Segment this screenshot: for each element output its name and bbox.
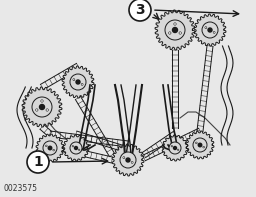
Polygon shape xyxy=(155,10,195,50)
Circle shape xyxy=(53,149,55,151)
Polygon shape xyxy=(186,131,214,159)
Circle shape xyxy=(70,142,82,154)
Circle shape xyxy=(165,20,185,40)
Circle shape xyxy=(171,145,173,147)
Circle shape xyxy=(43,141,57,155)
Circle shape xyxy=(174,147,176,150)
Circle shape xyxy=(177,149,179,151)
Circle shape xyxy=(78,149,80,151)
Circle shape xyxy=(213,32,215,33)
Circle shape xyxy=(72,145,74,147)
Circle shape xyxy=(70,74,86,90)
Polygon shape xyxy=(62,66,94,98)
Circle shape xyxy=(73,79,75,81)
Circle shape xyxy=(32,97,52,117)
Circle shape xyxy=(169,142,181,154)
Circle shape xyxy=(193,138,207,152)
Circle shape xyxy=(131,161,133,163)
Circle shape xyxy=(198,143,202,147)
Circle shape xyxy=(46,109,48,111)
Circle shape xyxy=(208,28,212,32)
Circle shape xyxy=(41,100,43,102)
Circle shape xyxy=(120,152,136,168)
Circle shape xyxy=(81,84,83,85)
Circle shape xyxy=(205,27,207,29)
Text: 0023575: 0023575 xyxy=(3,184,37,193)
Circle shape xyxy=(46,145,47,147)
Circle shape xyxy=(196,142,197,144)
Circle shape xyxy=(48,146,52,150)
Polygon shape xyxy=(112,144,144,176)
Polygon shape xyxy=(162,135,188,161)
Circle shape xyxy=(36,109,38,111)
Polygon shape xyxy=(22,87,62,127)
Text: 3: 3 xyxy=(135,3,145,17)
Circle shape xyxy=(179,32,182,34)
Polygon shape xyxy=(63,135,89,161)
Circle shape xyxy=(76,80,80,84)
Circle shape xyxy=(173,28,177,33)
Text: 1: 1 xyxy=(33,155,43,169)
Circle shape xyxy=(174,23,176,25)
Circle shape xyxy=(169,32,171,34)
Circle shape xyxy=(202,22,218,38)
Circle shape xyxy=(203,146,205,148)
Polygon shape xyxy=(36,134,64,162)
Circle shape xyxy=(27,151,49,173)
Circle shape xyxy=(123,157,125,159)
Circle shape xyxy=(129,0,151,21)
Polygon shape xyxy=(194,14,226,46)
Circle shape xyxy=(39,104,45,110)
Circle shape xyxy=(74,147,78,150)
Circle shape xyxy=(126,158,130,162)
